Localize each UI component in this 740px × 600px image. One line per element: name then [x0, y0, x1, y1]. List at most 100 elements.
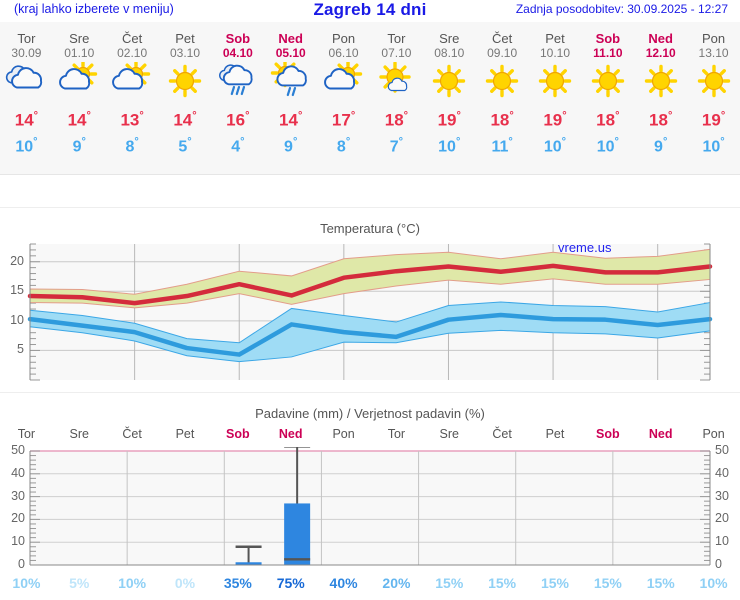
precipitation-probability: 15% — [593, 575, 622, 591]
temperature-min: 10° — [581, 132, 634, 157]
degree-symbol: ° — [720, 135, 725, 148]
precipitation-y-tick-left: 50 — [11, 443, 25, 457]
day-date: 30.09 — [11, 46, 42, 60]
degree-symbol: ° — [33, 135, 38, 148]
temperature-min: 9° — [53, 132, 106, 157]
precipitation-day-label: Sre — [69, 427, 89, 441]
precipitation-day-label: Sob — [596, 427, 620, 441]
degree-symbol: ° — [350, 110, 356, 122]
temperature-max-value: 19 — [701, 110, 721, 130]
day-of-week: Sre — [69, 31, 90, 46]
day-date: 06.10 — [328, 46, 359, 60]
day-date: 07.10 — [381, 46, 412, 60]
forecast-day-column[interactable]: Čet 02.10 13° 8° — [106, 22, 159, 157]
degree-symbol: ° — [297, 110, 303, 122]
temperature-min-value: 10 — [543, 137, 562, 155]
degree-symbol: ° — [508, 135, 513, 148]
forecast-day-column[interactable]: Sob 04.10 16° 4° — [211, 22, 264, 157]
forecast-day-column[interactable]: Pon 13.10 19° 10° — [687, 22, 740, 157]
precipitation-day-label: Pon — [702, 427, 725, 441]
precipitation-probability: 10% — [699, 575, 728, 591]
temperature-max-value: 18 — [490, 110, 510, 130]
sun-small-cloud-icon — [370, 62, 423, 102]
sunny-icon — [476, 62, 529, 102]
temperature-max-value: 16 — [226, 110, 246, 130]
sunny-icon — [687, 62, 740, 102]
day-of-week: Pet — [545, 31, 565, 46]
temperature-max: 13° — [106, 105, 159, 132]
day-of-week: Ned — [648, 31, 673, 46]
temperature-max-value: 14 — [279, 110, 298, 130]
forecast-day-column[interactable]: Čet 09.10 18° 11° — [476, 22, 529, 157]
precipitation-day-label: Ned — [278, 427, 303, 441]
day-of-week: Čet — [492, 31, 513, 46]
forecast-day-column[interactable]: Sob 11.10 18° 10° — [581, 22, 634, 157]
degree-symbol: ° — [33, 110, 39, 122]
strip-bottom-divider — [0, 174, 740, 175]
forecast-day-column[interactable]: Pet 10.10 19° 10° — [529, 22, 582, 157]
degree-symbol: ° — [561, 135, 567, 148]
page-header: (kraj lahko izberete v meniju) Zagreb 14… — [0, 0, 740, 22]
degree-symbol: ° — [667, 110, 673, 122]
partly-sunny-icon — [317, 62, 370, 102]
degree-symbol: ° — [292, 135, 298, 148]
precipitation-probability: 40% — [329, 575, 358, 591]
temperature-max-value: 14 — [67, 110, 87, 130]
temperature-max-value: 18 — [649, 110, 668, 130]
forecast-day-column[interactable]: Ned 05.10 14° 9° — [264, 22, 317, 157]
temperature-min: 8° — [106, 132, 159, 157]
degree-symbol: ° — [562, 110, 567, 122]
precipitation-day-label: Čet — [122, 427, 142, 441]
precipitation-day-label: Tor — [17, 427, 36, 441]
forecast-day-column[interactable]: Pon 06.10 17° 8° — [317, 22, 370, 157]
degree-symbol: ° — [720, 110, 726, 122]
cloudy-icon — [0, 62, 53, 102]
day-date: 03.10 — [169, 46, 200, 60]
degree-symbol: ° — [345, 135, 351, 148]
temperature-chart — [27, 243, 713, 381]
temperature-y-tick: 20 — [10, 253, 24, 268]
temperature-min-value: 8 — [336, 137, 346, 155]
degree-symbol: ° — [455, 135, 461, 148]
precipitation-y-tick-right: 40 — [715, 465, 729, 480]
temperature-max-value: 19 — [437, 110, 457, 130]
temperature-min: 10° — [0, 132, 53, 157]
degree-symbol: ° — [134, 135, 139, 148]
forecast-day-column[interactable]: Ned 12.10 18° 9° — [634, 22, 687, 157]
precipitation-probability: 0% — [174, 575, 196, 591]
temperature-max: 14° — [159, 105, 212, 132]
forecast-day-column[interactable]: Pet 03.10 14° 5° — [159, 22, 212, 157]
temperature-min-value: 10 — [702, 137, 721, 155]
precipitation-y-tick-left: 40 — [11, 465, 25, 480]
precipitation-probability: 35% — [223, 575, 252, 591]
temperature-y-tick: 10 — [10, 312, 24, 327]
sunny-icon — [423, 62, 476, 102]
precipitation-y-tick-right: 30 — [715, 488, 729, 503]
degree-symbol: ° — [187, 135, 192, 148]
precipitation-chart-title: Padavine (mm) / Verjetnost padavin (%) — [255, 406, 485, 421]
degree-symbol: ° — [81, 135, 86, 148]
temperature-max: 18° — [581, 105, 634, 132]
forecast-day-column[interactable]: Tor 07.10 18° 7° — [370, 22, 423, 157]
sun-rain-icon — [264, 62, 317, 102]
temperature-min-value: 10 — [596, 137, 615, 155]
temperature-min-value: 10 — [438, 137, 456, 155]
forecast-day-column[interactable]: Sre 01.10 14° 9° — [53, 22, 106, 157]
temperature-min: 9° — [264, 132, 317, 157]
degree-symbol: ° — [245, 110, 250, 122]
degree-symbol: ° — [86, 110, 91, 122]
day-date: 09.10 — [487, 46, 518, 60]
location-hint: (kraj lahko izberete v meniju) — [14, 2, 174, 16]
temperature-max: 14° — [264, 105, 317, 132]
forecast-day-column[interactable]: Tor 30.09 14° 10° — [0, 22, 53, 157]
temperature-max: 14° — [53, 105, 106, 132]
temperature-max-value: 18 — [384, 110, 404, 130]
forecast-day-column[interactable]: Sre 08.10 19° 10° — [423, 22, 476, 157]
precipitation-probability: 5% — [69, 575, 90, 591]
degree-symbol: ° — [398, 135, 404, 148]
temperature-max-value: 19 — [543, 110, 563, 130]
precipitation-probability: 15% — [646, 575, 675, 591]
temperature-max: 14° — [0, 105, 53, 132]
degree-symbol: ° — [662, 135, 668, 148]
temperature-min: 10° — [529, 132, 582, 157]
